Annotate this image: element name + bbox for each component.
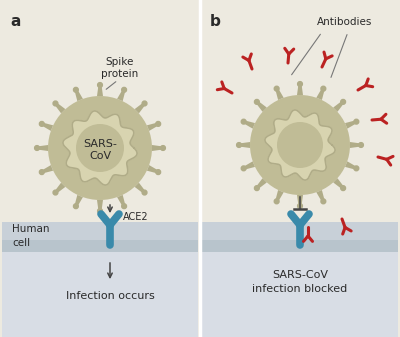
Polygon shape [41,123,53,131]
Polygon shape [243,161,255,170]
Bar [2,240,198,252]
Circle shape [277,122,323,168]
Circle shape [53,101,58,106]
Polygon shape [316,88,325,100]
Polygon shape [256,178,267,189]
Polygon shape [333,101,344,112]
Circle shape [354,119,359,124]
Polygon shape [345,161,357,170]
Circle shape [341,99,346,104]
Polygon shape [297,84,303,95]
Polygon shape [152,145,163,151]
Polygon shape [135,183,146,194]
Polygon shape [265,110,335,180]
Text: SARS-CoV
infection blocked: SARS-CoV infection blocked [252,270,348,294]
Circle shape [359,143,363,147]
Polygon shape [275,88,284,100]
Circle shape [122,204,126,209]
Polygon shape [37,145,48,151]
Polygon shape [54,183,65,194]
Circle shape [142,101,147,106]
Circle shape [237,143,242,147]
Circle shape [156,170,161,175]
Circle shape [142,190,147,195]
Text: SARS-
CoV: SARS- CoV [83,139,117,161]
Circle shape [274,199,279,204]
Polygon shape [256,101,267,112]
Polygon shape [350,142,361,148]
Polygon shape [239,142,250,148]
Circle shape [254,186,259,190]
Bar [202,252,398,337]
Text: Antibodies: Antibodies [317,17,373,27]
Text: Infection occurs: Infection occurs [66,291,154,301]
Polygon shape [117,89,126,101]
Circle shape [321,86,326,91]
Polygon shape [297,195,303,206]
Polygon shape [74,195,83,207]
Bar [202,222,398,240]
Polygon shape [333,178,344,189]
Text: b: b [210,14,221,29]
Circle shape [341,186,346,190]
Circle shape [53,190,58,195]
Polygon shape [147,123,159,131]
Circle shape [98,209,102,213]
Bar [2,252,198,337]
Circle shape [250,95,350,195]
Polygon shape [97,200,103,211]
Polygon shape [275,190,284,202]
Polygon shape [147,165,159,174]
Polygon shape [41,165,53,174]
Circle shape [321,199,326,204]
Circle shape [39,122,44,126]
Polygon shape [243,120,255,129]
Circle shape [74,87,78,92]
Circle shape [274,86,279,91]
Polygon shape [117,195,126,207]
Circle shape [74,204,78,209]
Circle shape [254,99,259,104]
Bar [2,222,198,240]
Circle shape [122,87,126,92]
Text: Human
cell: Human cell [12,224,50,248]
Circle shape [298,82,302,86]
Circle shape [39,170,44,175]
Circle shape [354,166,359,171]
Polygon shape [63,111,137,185]
Text: ACE2: ACE2 [123,212,149,222]
Circle shape [48,96,152,200]
Circle shape [298,204,302,208]
Polygon shape [74,89,83,101]
Text: Spike
protein: Spike protein [101,57,139,79]
Circle shape [76,124,124,172]
Circle shape [160,146,166,150]
Circle shape [156,122,161,126]
Text: a: a [10,14,20,29]
Circle shape [241,119,246,124]
Polygon shape [345,120,357,129]
Circle shape [241,166,246,171]
Circle shape [98,83,102,87]
Polygon shape [54,102,65,113]
Circle shape [35,146,39,150]
Polygon shape [316,190,325,202]
Polygon shape [135,102,146,113]
Bar [202,240,398,252]
Polygon shape [97,85,103,96]
